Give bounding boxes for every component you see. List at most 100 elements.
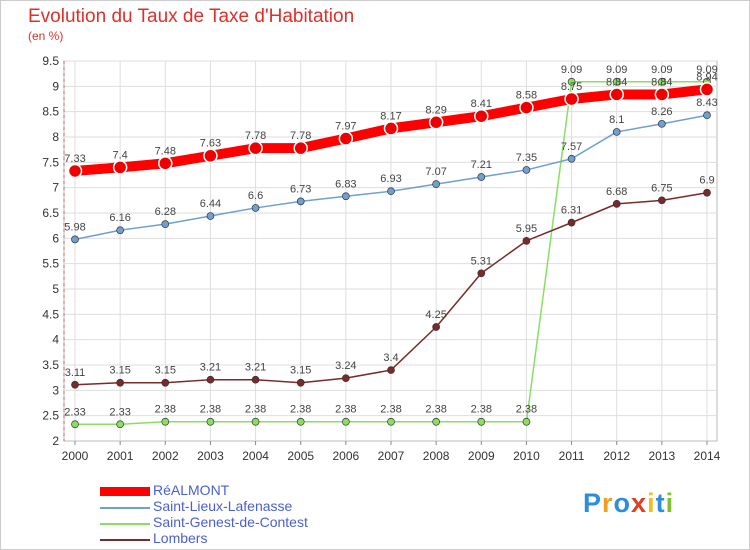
y-tick-label: 7 (52, 181, 59, 195)
series-point (71, 380, 79, 389)
data-label: 7.35 (516, 152, 537, 164)
y-tick-label: 6 (52, 231, 59, 245)
y-tick-label: 7.5 (42, 155, 59, 169)
legend-item: RéALMONT (100, 482, 430, 500)
data-label: 9.09 (651, 64, 672, 76)
series-point (477, 417, 486, 426)
series-point (428, 115, 444, 130)
series-point (658, 119, 666, 128)
x-tick-label: 2010 (513, 449, 540, 463)
series-point (67, 163, 83, 179)
data-label: 6.75 (651, 182, 672, 194)
data-label: 8.41 (471, 98, 492, 110)
data-label: 8.1 (609, 114, 624, 126)
data-label: 7.63 (200, 138, 221, 150)
series-point (654, 87, 670, 102)
series-point (161, 417, 170, 426)
data-label: 7.57 (561, 141, 582, 153)
data-label: 2.38 (245, 404, 266, 416)
data-label: 3.21 (200, 362, 221, 374)
data-label: 9.09 (696, 64, 717, 76)
data-labels: 7.33 7.4 7.48 7.63 7.78 7.78 7.97 8.17 8.29 8.41 8… (64, 64, 717, 419)
logo-letter: o (613, 488, 632, 518)
series-point (293, 140, 308, 156)
data-label: 7.97 (335, 121, 356, 133)
series-point (296, 197, 305, 206)
data-label: 7.07 (425, 166, 446, 178)
series-point (116, 420, 124, 429)
logo-letter: t (655, 488, 666, 518)
series-point (522, 417, 531, 426)
data-label: 8.84 (606, 76, 627, 88)
legend-item: Saint-Genest-de-Contest (100, 514, 430, 532)
logo-letter: r (602, 488, 614, 518)
series-point (206, 417, 215, 426)
data-label: 5.31 (471, 255, 492, 267)
data-label: 8.94 (696, 71, 717, 83)
y-tick-label: 8.5 (42, 105, 59, 119)
logo-letter: i (647, 488, 656, 518)
series-point (342, 417, 350, 426)
data-label: 8.84 (651, 76, 672, 88)
data-label: 3.24 (335, 360, 356, 372)
data-label: 3.11 (65, 367, 86, 379)
series-point (522, 237, 531, 245)
series-point (564, 91, 579, 107)
x-tick-label: 2003 (197, 449, 224, 463)
data-label: 6.73 (290, 183, 311, 195)
legend-swatch (100, 523, 150, 525)
data-label: 9.09 (561, 64, 582, 76)
series-point (251, 375, 260, 384)
data-label: 8.29 (425, 104, 446, 116)
data-label: 2.38 (516, 404, 537, 416)
series-point (116, 226, 124, 235)
y-tick-label: 3.5 (42, 358, 59, 372)
data-label: 4.25 (425, 309, 446, 321)
data-label: 7.21 (471, 159, 492, 171)
x-tick-label: 2007 (378, 449, 405, 463)
data-label: 6.93 (380, 173, 401, 185)
series-point (342, 374, 350, 383)
data-label: 2.38 (425, 404, 446, 416)
data-label: 7.33 (64, 153, 85, 165)
y-tick-label: 8 (52, 130, 59, 144)
series-layer (67, 77, 715, 429)
series-point (612, 200, 621, 208)
x-tick-label: 2004 (242, 449, 269, 463)
legend-label: Saint-Genest-de-Contest (153, 514, 308, 530)
data-label: 6.6 (248, 190, 263, 202)
x-tick-label: 2000 (62, 449, 89, 463)
series-point (703, 188, 711, 197)
series-point (296, 417, 305, 426)
series-point (474, 108, 489, 124)
x-tick-label: 2008 (423, 449, 450, 463)
data-label: 8.43 (696, 97, 717, 109)
legend-label: Lombers (153, 530, 208, 546)
series-point (251, 204, 260, 212)
series-point (612, 128, 621, 136)
data-label: 2.38 (335, 404, 356, 416)
series-point (519, 100, 534, 115)
series-point (432, 180, 440, 188)
series-point (477, 173, 486, 181)
series-point (248, 140, 263, 156)
data-label: 5.98 (64, 221, 85, 233)
x-tick-label: 2001 (107, 449, 134, 463)
data-label: 6.44 (200, 198, 221, 210)
series-point (116, 378, 124, 387)
series-point (658, 196, 666, 205)
series-point (432, 417, 440, 426)
y-tick-label: 4 (52, 333, 59, 347)
logo-letter: P (583, 488, 603, 518)
series-point (658, 77, 666, 86)
logo-letter: i (665, 488, 675, 518)
x-tick-label: 2014 (694, 449, 721, 463)
x-tick-label: 2009 (468, 449, 495, 463)
series-point (387, 366, 395, 374)
data-label: 3.15 (290, 365, 311, 377)
data-label: 7.78 (245, 130, 266, 142)
series-point (387, 417, 395, 426)
data-label: 6.83 (335, 178, 356, 190)
proxiti-logo: Proxiti (583, 488, 674, 519)
